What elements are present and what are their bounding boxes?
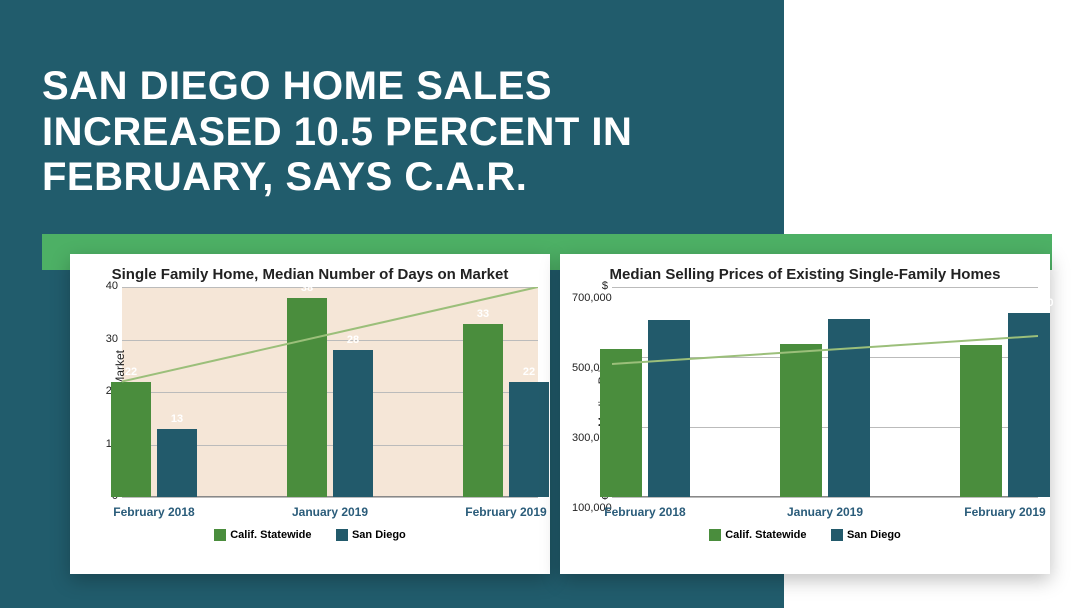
bar: $ 534,140 [960, 345, 1002, 497]
category-label: February 2018 [600, 505, 690, 519]
y-tick-label: $ 700,000 [572, 280, 608, 304]
bar: $ 610,000 [828, 319, 870, 498]
bar: 22 [111, 382, 151, 498]
bar: 22 [509, 382, 549, 498]
bar: 33 [463, 324, 503, 497]
chart-plot-area: Days on Market 010203040February 2018221… [122, 287, 538, 497]
bar-value-label: $ 534,140 [957, 329, 1006, 341]
bar: $ 605,000 [648, 320, 690, 497]
bar-value-label: 22 [523, 366, 535, 378]
category-label: January 2019 [780, 505, 870, 519]
legend-item-calif: Calif. Statewide [214, 529, 311, 541]
chart-legend: Calif. Statewide San Diego [560, 497, 1050, 543]
y-tick-label: 40 [82, 280, 118, 292]
bar-value-label: $ 625,000 [1005, 297, 1054, 309]
bar: $ 625,000 [1008, 313, 1050, 497]
chart-days-on-market: Single Family Home, Median Number of Day… [70, 254, 550, 574]
bar-value-label: 28 [347, 334, 359, 346]
category-label: February 2019 [960, 505, 1050, 519]
chart-plot-area: Median Price $ 100,000$ 300,000$ 500,000… [612, 287, 1038, 497]
bar-value-label: 22 [125, 366, 137, 378]
legend-swatch [336, 529, 348, 541]
bar: 28 [333, 350, 373, 497]
gridline [612, 287, 1038, 288]
legend-swatch [709, 529, 721, 541]
legend-item-calif: Calif. Statewide [709, 529, 806, 541]
legend-item-sd: San Diego [336, 529, 406, 541]
legend-swatch [831, 529, 843, 541]
bar-value-label: 33 [477, 308, 489, 320]
bar-value-label: $ 605,000 [645, 304, 694, 316]
legend-item-sd: San Diego [831, 529, 901, 541]
legend-swatch [214, 529, 226, 541]
bar: 38 [287, 298, 327, 498]
bar-value-label: 13 [171, 413, 183, 425]
bar-value-label: $ 610,000 [825, 303, 874, 315]
bar-value-label: 38 [301, 282, 313, 294]
gridline [122, 497, 538, 498]
category-label: February 2018 [111, 505, 197, 519]
chart-legend: Calif. Statewide San Diego [70, 497, 550, 543]
chart-title: Median Selling Prices of Existing Single… [560, 254, 1050, 287]
bar: $ 522,440 [600, 349, 642, 497]
gridline [612, 497, 1038, 498]
chart-median-price: Median Selling Prices of Existing Single… [560, 254, 1050, 574]
bar: $ 537,120 [780, 344, 822, 497]
y-tick-label: 30 [82, 333, 118, 345]
bar: 13 [157, 429, 197, 497]
gridline [122, 287, 538, 288]
headline-title: SAN DIEGO HOME SALES INCREASED 10.5 PERC… [42, 64, 742, 201]
category-label: January 2019 [287, 505, 373, 519]
bar-value-label: $ 537,120 [777, 328, 826, 340]
bar-value-label: $ 522,440 [597, 333, 646, 345]
category-label: February 2019 [463, 505, 549, 519]
